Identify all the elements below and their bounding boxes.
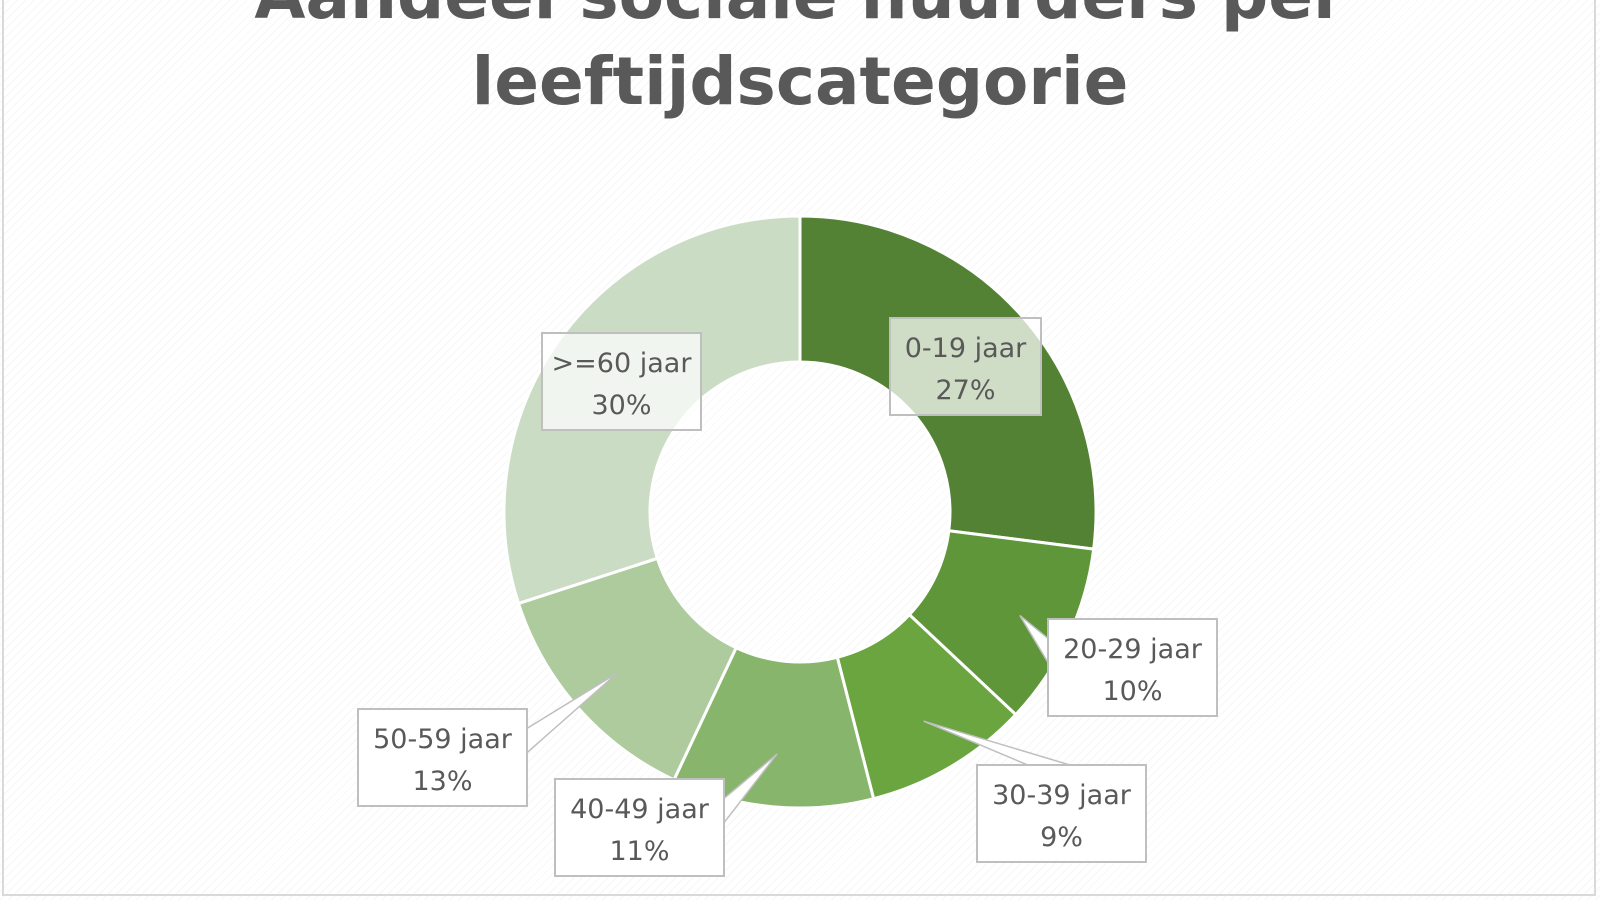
category-label: 0-19 jaar xyxy=(905,333,1027,364)
data-label-3: 30-39 jaar 9% xyxy=(923,720,1147,863)
value-label: 10% xyxy=(1102,676,1162,707)
value-label: 30% xyxy=(591,390,651,421)
value-label: 11% xyxy=(609,836,669,867)
donut-slices xyxy=(502,214,1098,810)
label-box xyxy=(541,332,702,431)
label-box xyxy=(1047,618,1218,717)
category-label: >=60 jaar xyxy=(552,348,693,379)
category-label: 20-29 jaar xyxy=(1063,634,1203,665)
category-label: 30-39 jaar xyxy=(992,780,1132,811)
label-box xyxy=(357,708,528,807)
data-label-2: 20-29 jaar 10% xyxy=(1019,614,1218,717)
value-label: 13% xyxy=(412,766,472,797)
label-box xyxy=(889,317,1042,416)
data-label-5: 50-59 jaar 13% xyxy=(357,672,619,807)
label-box xyxy=(976,764,1147,863)
data-labels: 0-19 jaar 27% 20-29 jaar 10% 30-39 jaar 9% 40-… xyxy=(357,317,1218,877)
category-label: 40-49 jaar xyxy=(570,794,710,825)
data-label-6: >=60 jaar 30% xyxy=(541,332,702,431)
data-label-4: 40-49 jaar 11% xyxy=(554,753,778,877)
value-label: 27% xyxy=(935,375,995,406)
value-label: 9% xyxy=(1040,822,1083,853)
chart-title-line-2: leeftijdscategorie xyxy=(471,43,1129,120)
data-label-1: 0-19 jaar 27% xyxy=(889,317,1042,416)
category-label: 50-59 jaar xyxy=(373,724,513,755)
chart-title-line-1: Aandeel sociale huurders per xyxy=(0,0,1600,38)
label-box xyxy=(554,778,725,877)
